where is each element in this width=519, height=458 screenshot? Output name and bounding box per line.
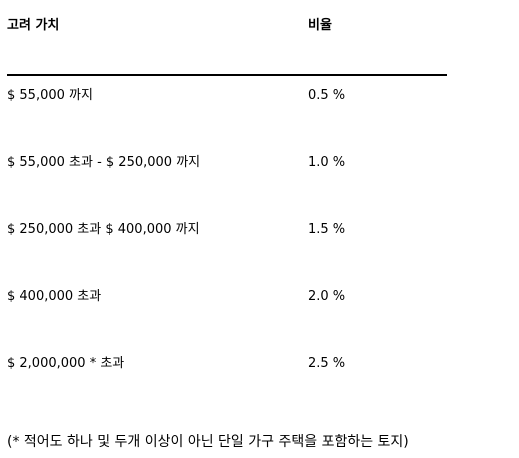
table-row: $ 250,000 초과 $ 400,000 까지 1.5 % (7, 210, 447, 277)
header-rate: 비율 (308, 18, 332, 33)
header-consideration-value: 고려 가치 (7, 18, 60, 33)
row-rate: 2.0 % (308, 289, 346, 304)
row-rate: 1.0 % (308, 155, 346, 170)
row-range: $ 2,000,000 * 초과 (7, 356, 125, 371)
row-range: $ 250,000 초과 $ 400,000 까지 (7, 222, 200, 237)
table-row: $ 2,000,000 * 초과 2.5 % (7, 344, 447, 411)
row-range: $ 55,000 까지 (7, 88, 93, 103)
transfer-tax-table: 고려 가치 비율 $ 55,000 까지 0.5 % $ 55,000 초과 -… (7, 0, 447, 411)
row-rate: 1.5 % (308, 222, 346, 237)
row-rate: 2.5 % (308, 356, 346, 371)
row-range: $ 400,000 초과 (7, 289, 102, 304)
table-row: $ 55,000 초과 - $ 250,000 까지 1.0 % (7, 143, 447, 210)
table-row: $ 55,000 까지 0.5 % (7, 76, 447, 143)
table-header-row: 고려 가치 비율 (7, 0, 447, 76)
row-rate: 0.5 % (308, 88, 346, 103)
table-row: $ 400,000 초과 2.0 % (7, 277, 447, 344)
row-range: $ 55,000 초과 - $ 250,000 까지 (7, 155, 201, 170)
footnote: (* 적어도 하나 및 두개 이상이 아닌 단일 가구 주택을 포함하는 토지) (7, 434, 409, 450)
